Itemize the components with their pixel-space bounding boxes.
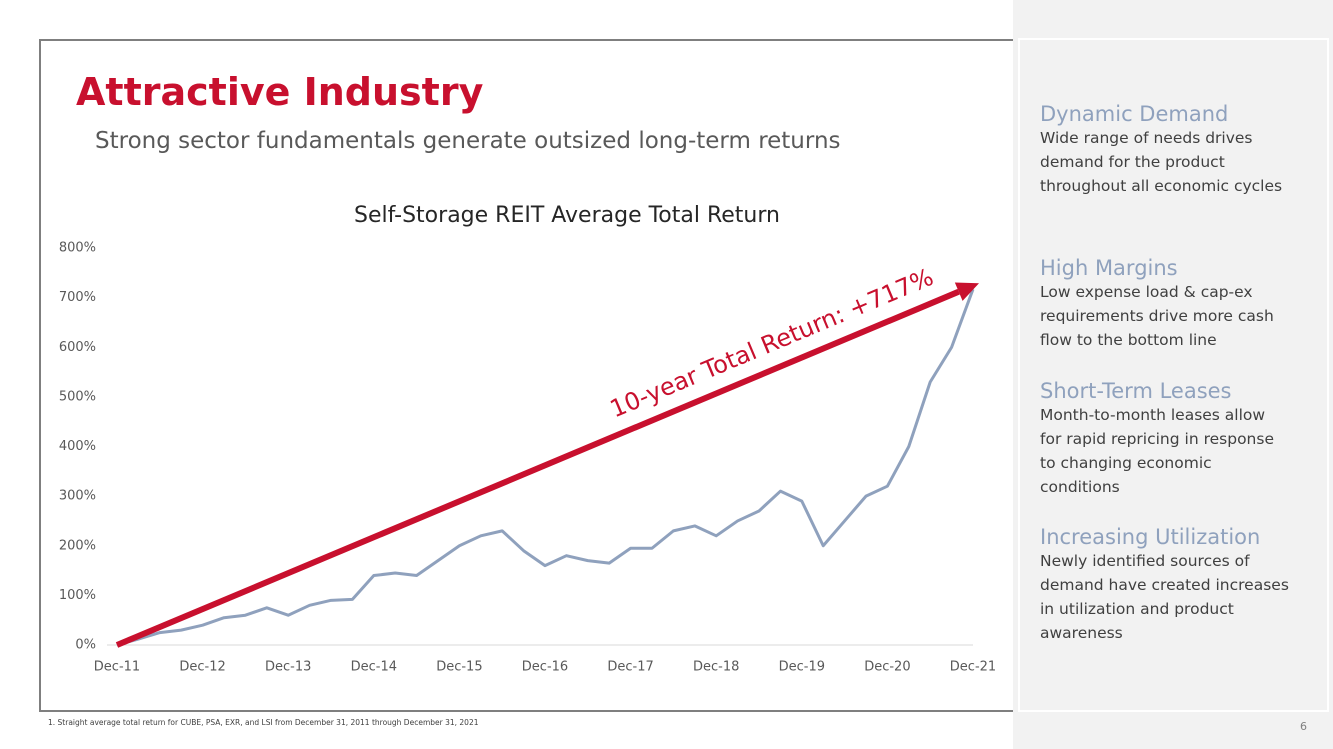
y-tick-label: 500% (59, 389, 96, 404)
sidebar-text: Low expense load & cap-ex requirements d… (1040, 283, 1274, 349)
sidebar-heading: Dynamic Demand (1040, 102, 1229, 126)
x-tick-label: Dec-17 (607, 660, 653, 675)
subtitle: Strong sector fundamentals generate outs… (95, 128, 841, 154)
chart-title: Self-Storage REIT Average Total Return (354, 203, 780, 228)
title: Attractive Industry (76, 70, 484, 114)
page-number: 6 (1300, 720, 1307, 733)
y-tick-label: 600% (59, 340, 96, 355)
sidebar-item: High Margins Low expense load & cap-ex re… (1040, 256, 1290, 352)
arrow-head (954, 282, 979, 301)
annotation: 10-year Total Return: +717% (606, 263, 937, 423)
y-tick-label: 800% (59, 241, 96, 256)
arrow-shaft (115, 288, 960, 648)
x-tick-label: Dec-11 (94, 660, 140, 675)
x-tick-label: Dec-21 (950, 660, 996, 675)
x-tick-label: Dec-20 (864, 660, 910, 675)
x-tick-label: Dec-12 (179, 660, 225, 675)
x-tick-label: Dec-16 (522, 660, 568, 675)
sidebar-heading: High Margins (1040, 256, 1178, 280)
sidebar-text: Newly identified sources of demand have … (1040, 552, 1289, 642)
sidebar-heading: Short-Term Leases (1040, 379, 1232, 403)
y-tick-label: 300% (59, 489, 96, 504)
sidebar-text: Wide range of needs drives demand for th… (1040, 129, 1283, 195)
y-tick-label: 100% (59, 588, 96, 603)
x-tick-label: Dec-15 (436, 660, 482, 675)
y-tick-label: 700% (59, 290, 96, 305)
y-tick-label: 200% (59, 538, 96, 553)
frame (39, 39, 1013, 712)
x-tick-label: Dec-13 (265, 660, 311, 675)
sidebar-border (1018, 38, 1329, 712)
x-tick-label: Dec-18 (693, 660, 739, 675)
y-tick-label: 400% (59, 439, 96, 454)
sidebar-item: Dynamic Demand Wide range of needs drives… (1040, 102, 1290, 198)
sidebar-item: Increasing Utilization Newly identified s… (1040, 525, 1290, 645)
sidebar-item: Short-Term Leases Month-to-month leases a… (1040, 379, 1290, 499)
x-tick-label: Dec-19 (779, 660, 825, 675)
line (116, 288, 975, 647)
sidebar: Dynamic Demand Wide range of needs drives… (1013, 0, 1333, 749)
x-tick-label: Dec-14 (351, 660, 397, 675)
chart: Self-Storage REIT Average Total Return 0… (59, 203, 996, 675)
footnote: 1. Straight average total return for CUB… (48, 718, 479, 727)
sidebar-heading: Increasing Utilization (1040, 525, 1261, 549)
sidebar-text: Month-to-month leases allow for rapid re… (1040, 406, 1274, 496)
y-tick-label: 0% (75, 638, 96, 653)
